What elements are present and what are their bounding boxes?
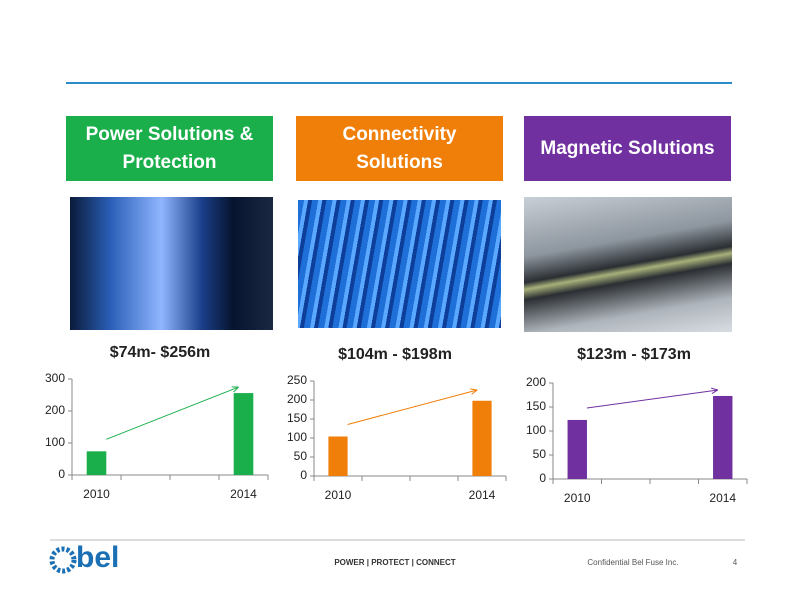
photo-cables <box>298 200 501 328</box>
bar <box>233 393 254 475</box>
trend-arrowhead <box>470 388 478 395</box>
x-tick-label: 2014 <box>469 488 496 502</box>
photo-switch <box>524 197 732 332</box>
trend-arrowhead <box>231 386 239 393</box>
y-tick-label: 200 <box>45 403 65 417</box>
y-tick-label: 250 <box>287 373 307 387</box>
trend-arrow <box>106 386 239 440</box>
confidential: Confidential Bel Fuse Inc. <box>587 558 678 567</box>
logo: bel <box>76 541 119 574</box>
header-box: Power Solutions & Protection <box>66 116 273 181</box>
bar <box>328 436 348 476</box>
logo-mark <box>49 546 77 574</box>
bar <box>472 400 492 476</box>
y-tick-label: 0 <box>539 471 546 485</box>
header-box: Magnetic Solutions <box>524 116 731 181</box>
y-tick-label: 200 <box>526 375 546 389</box>
x-tick-label: 2014 <box>709 491 736 505</box>
bar <box>567 419 587 479</box>
header-box: Connectivity Solutions <box>296 116 503 181</box>
y-tick-label: 50 <box>533 447 547 461</box>
trend-arrow <box>586 389 718 409</box>
y-tick-label: 300 <box>45 371 65 385</box>
y-tick-label: 150 <box>287 411 307 425</box>
chart-title: $74m- $256m <box>110 344 211 361</box>
photo-datacenter <box>70 197 273 330</box>
y-tick-label: 100 <box>287 430 307 444</box>
y-tick-label: 100 <box>45 435 65 449</box>
trend-arrowhead <box>711 387 719 394</box>
chart-title: $104m - $198m <box>338 346 452 363</box>
trend-arrow <box>347 389 478 425</box>
y-tick-label: 100 <box>526 423 546 437</box>
page-number: 4 <box>733 558 738 567</box>
y-tick-label: 200 <box>287 392 307 406</box>
y-tick-label: 0 <box>300 468 307 482</box>
x-tick-label: 2010 <box>564 491 591 505</box>
y-tick-label: 150 <box>526 399 546 413</box>
y-tick-label: 0 <box>58 467 65 481</box>
x-tick-label: 2010 <box>83 487 110 501</box>
title-rule <box>66 82 732 84</box>
x-tick-label: 2010 <box>325 488 352 502</box>
bar <box>86 451 107 475</box>
chart-title: $123m - $173m <box>577 346 691 363</box>
x-tick-label: 2014 <box>230 487 257 501</box>
tagline: POWER | PROTECT | CONNECT <box>334 558 455 567</box>
bar <box>713 395 733 479</box>
y-tick-label: 50 <box>294 449 308 463</box>
